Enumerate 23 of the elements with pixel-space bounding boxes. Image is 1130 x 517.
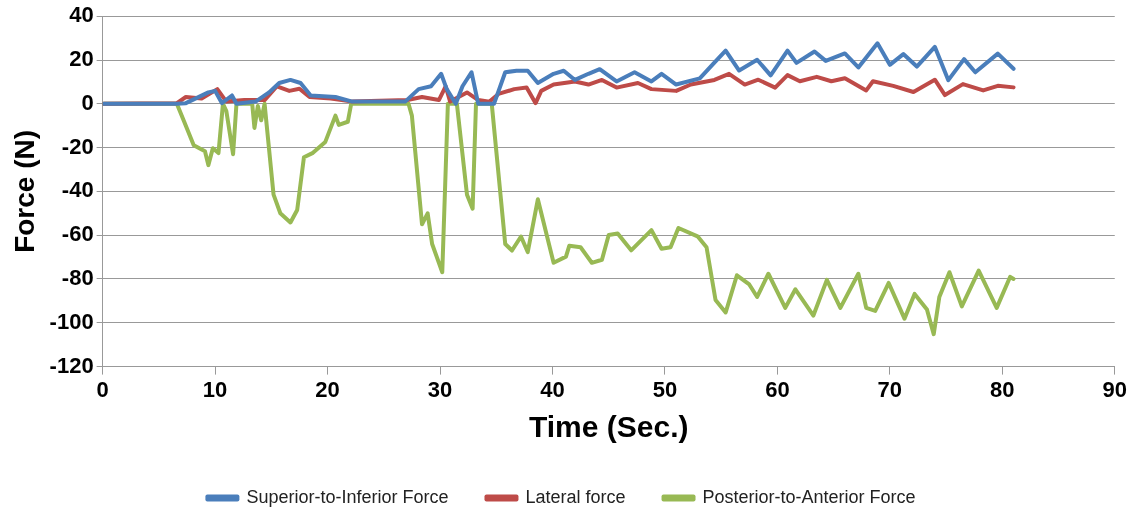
y-axis-title: Force (N) [8,129,40,253]
x-tick-label: 20 [315,376,340,402]
y-tick-label: 20 [69,46,94,72]
x-axis-title: Time (Sec.) [528,410,689,444]
y-tick-label: -80 [61,265,94,291]
legend-label: Superior-to-Inferior Force [246,486,449,507]
x-tick-label: 50 [652,376,678,402]
x-tick-label: 60 [765,376,790,402]
legend-label: Posterior-to-Anterior Force [702,486,916,507]
y-tick-label: -40 [61,177,94,203]
y-tick-label: 40 [69,2,94,28]
legend-label: Lateral force [525,486,626,507]
x-tick-label: 90 [1102,376,1128,402]
y-tick-label: -60 [61,221,94,247]
x-tick-label: 10 [202,376,228,402]
x-tick-label: 40 [540,376,565,402]
x-tick-label: 30 [427,376,453,402]
y-tick-label: -120 [49,352,94,378]
y-tick-label: -100 [49,308,94,334]
y-tick-label: 0 [81,89,94,115]
y-tick-label: -20 [61,133,94,159]
x-tick-label: 70 [877,376,903,402]
x-tick-label: 80 [990,376,1015,402]
